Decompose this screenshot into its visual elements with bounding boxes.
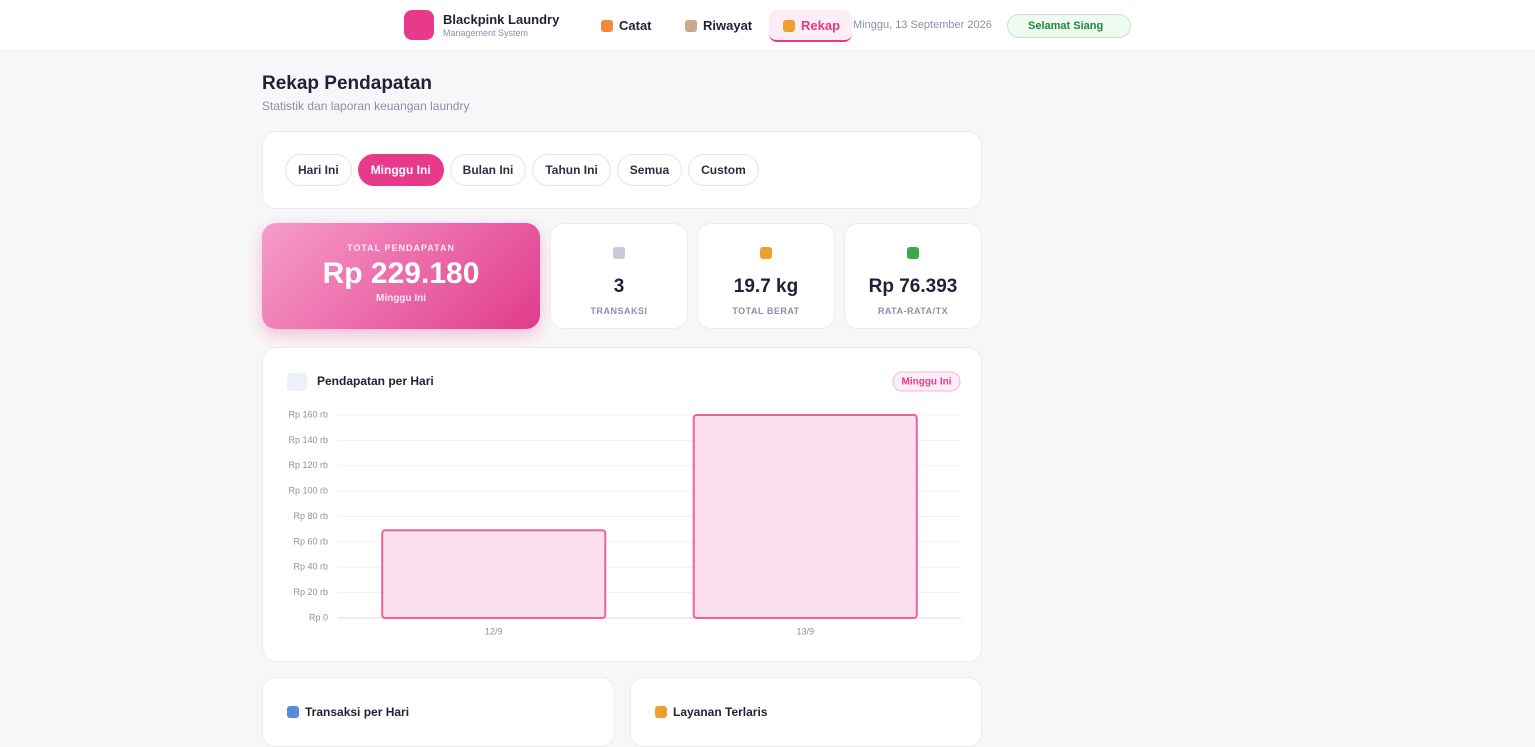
summary-period: Minggu Ini xyxy=(376,293,426,304)
logo xyxy=(404,10,434,40)
stat-label: TRANSAKSI xyxy=(590,306,648,316)
nav-item[interactable]: Riwayat xyxy=(685,18,752,33)
navbar: Blackpink Laundry Management System Cata… xyxy=(0,0,1535,51)
greeting: Selamat Siang xyxy=(1007,14,1131,38)
y-tick-label: Rp 20 rb xyxy=(293,587,328,597)
page-subtitle: Statistik dan laporan keuangan laundry xyxy=(262,99,470,113)
brand-subtitle: Management System xyxy=(443,28,529,38)
filter-pill[interactable]: Bulan Ini xyxy=(449,154,527,186)
y-tick-label: Rp 40 rb xyxy=(293,562,328,572)
filter-pill[interactable]: Minggu Ini xyxy=(357,154,444,186)
date: Minggu, 13 September 2026 xyxy=(853,19,992,31)
y-tick-label: Rp 140 rb xyxy=(288,435,328,445)
stat-card: Rp 76.393 RATA-RATA/TX xyxy=(844,223,982,329)
stat-icon xyxy=(907,247,919,259)
x-tick-label: 12/9 xyxy=(485,626,503,636)
nav-item[interactable]: Catat xyxy=(601,18,652,33)
bar xyxy=(381,529,607,619)
chart-icon xyxy=(287,373,307,391)
filter-pill[interactable]: Tahun Ini xyxy=(532,154,611,186)
stat-value: Rp 76.393 xyxy=(868,276,958,297)
stat-value: 19.7 kg xyxy=(733,276,799,297)
summary-label: TOTAL PENDAPATAN xyxy=(347,243,455,253)
nav-item-active[interactable]: Rekap xyxy=(769,10,852,42)
summary-value: Rp 229.180 xyxy=(322,257,480,290)
chart-title: Pendapatan per Hari xyxy=(317,374,434,388)
stat-card: 3 TRANSAKSI xyxy=(550,223,688,329)
y-tick-label: Rp 100 rb xyxy=(288,486,328,496)
chart-badge-bg xyxy=(892,371,961,392)
filter-pill[interactable]: Custom xyxy=(688,154,759,186)
bar xyxy=(692,414,918,619)
stat-icon xyxy=(613,247,625,259)
summary-card: TOTAL PENDAPATAN Rp 229.180 Minggu Ini xyxy=(262,223,540,329)
panel: Layanan Terlaris xyxy=(630,677,982,747)
nav-label: Catat xyxy=(619,18,652,33)
stat-icon xyxy=(760,247,772,259)
stat-label: RATA-RATA/TX xyxy=(877,306,949,316)
chart: Pendapatan per Hari Minggu Ini Rp 0 Rp 20… xyxy=(287,371,961,636)
y-tick-label: Rp 120 rb xyxy=(288,460,328,470)
filter-card: Hari Ini Minggu Ini Bulan Ini Tahun Ini Semu… xyxy=(262,131,982,209)
filter-pill[interactable]: Semua xyxy=(616,154,683,186)
nav-label: Rekap xyxy=(801,18,841,33)
stat-label: TOTAL BERAT xyxy=(732,306,800,316)
y-tick-label: Rp 60 rb xyxy=(293,536,328,546)
stat-card: 19.7 kg TOTAL BERAT xyxy=(697,223,835,329)
panel-title: Transaksi per Hari xyxy=(305,705,410,719)
filter-pill[interactable]: Hari Ini xyxy=(285,154,352,186)
nav-label: Riwayat xyxy=(703,18,753,33)
stat-value: 3 xyxy=(613,276,625,297)
y-tick-label: Rp 0 xyxy=(309,612,328,622)
panel: Transaksi per Hari xyxy=(262,677,615,747)
y-tick-label: Rp 160 rb xyxy=(288,409,328,419)
chart-card: Pendapatan per Hari Minggu Ini Rp 0 Rp 20… xyxy=(262,347,982,662)
y-tick-label: Rp 80 rb xyxy=(293,511,328,521)
panel-title: Layanan Terlaris xyxy=(673,705,768,719)
brand: Blackpink Laundry xyxy=(443,12,560,27)
chart-badge: Minggu Ini xyxy=(902,377,952,388)
x-tick-label: 13/9 xyxy=(796,626,814,636)
page-title: Rekap Pendapatan xyxy=(262,73,432,94)
